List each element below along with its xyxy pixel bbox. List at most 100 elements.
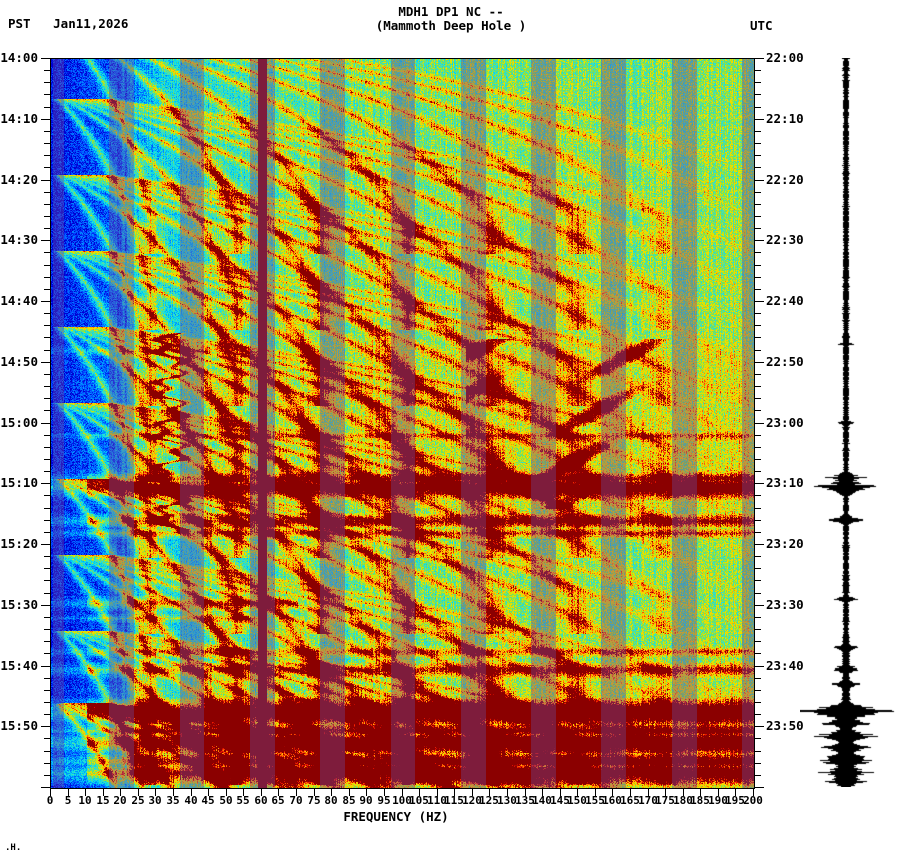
time-axis-minor-tick	[44, 337, 50, 338]
frequency-tick-label: 105	[409, 794, 429, 807]
time-axis-minor-tick	[44, 641, 50, 642]
time-axis-major-tick	[755, 362, 764, 363]
time-tick-label-utc: 22:30	[766, 232, 804, 248]
utc-label: UTC	[750, 18, 773, 33]
spectrogram-canvas[interactable]	[51, 59, 754, 788]
time-axis-minor-tick	[44, 386, 50, 387]
time-tick-label-pst: 14:50	[0, 353, 38, 369]
time-axis-minor-tick	[44, 107, 50, 108]
frequency-axis-tick	[665, 789, 666, 796]
frequency-tick-label: 150	[567, 794, 587, 807]
frequency-tick-label: 75	[307, 794, 321, 807]
frequency-tick-label: 140	[532, 794, 552, 807]
time-axis-minor-tick	[755, 471, 761, 472]
time-axis-major-tick	[755, 240, 764, 241]
time-axis-minor-tick	[44, 192, 50, 193]
frequency-axis-tick	[507, 789, 508, 796]
frequency-tick-label: 165	[620, 794, 640, 807]
time-axis-minor-tick	[44, 350, 50, 351]
time-axis-minor-tick	[44, 751, 50, 752]
time-axis-minor-tick	[44, 568, 50, 569]
time-axis-minor-tick	[755, 738, 761, 739]
time-axis-major-tick	[755, 666, 764, 667]
frequency-tick-label: 115	[444, 794, 464, 807]
frequency-axis-tick	[630, 789, 631, 796]
station-title: MDH1 DP1 NC --	[398, 4, 504, 19]
time-tick-label-pst: 15:10	[0, 475, 38, 491]
frequency-tick-label: 160	[602, 794, 622, 807]
time-axis-minor-tick	[755, 265, 761, 266]
frequency-tick-label: 185	[690, 794, 710, 807]
time-axis-minor-tick	[44, 653, 50, 654]
time-axis-minor-tick	[755, 94, 761, 95]
time-axis-major-tick	[41, 58, 50, 59]
time-axis-minor-tick	[755, 459, 761, 460]
time-axis-minor-tick	[755, 398, 761, 399]
frequency-tick-label: 15	[96, 794, 110, 807]
frequency-tick-label: 145	[550, 794, 570, 807]
frequency-tick-label: 200	[743, 794, 763, 807]
time-axis-major-tick	[755, 787, 764, 788]
time-axis-minor-tick	[44, 678, 50, 679]
spectrogram-plot[interactable]	[50, 58, 755, 789]
time-axis-major-tick	[41, 605, 50, 606]
time-axis-minor-tick	[755, 167, 761, 168]
time-tick-label-pst: 15:50	[0, 718, 38, 734]
time-axis-minor-tick	[44, 277, 50, 278]
time-axis-minor-tick	[755, 337, 761, 338]
time-axis-major-tick	[41, 483, 50, 484]
time-tick-label-utc: 23:00	[766, 414, 804, 430]
frequency-axis-tick	[296, 789, 297, 796]
time-axis-minor-tick	[44, 690, 50, 691]
frequency-axis-tick	[472, 789, 473, 796]
time-axis-minor-tick	[755, 641, 761, 642]
time-axis-minor-tick	[755, 568, 761, 569]
time-axis-major-tick	[755, 301, 764, 302]
frequency-axis-title: FREQUENCY (HZ)	[343, 809, 449, 824]
frequency-axis-tick	[700, 789, 701, 796]
time-axis-minor-tick	[755, 714, 761, 715]
time-axis-minor-tick	[755, 629, 761, 630]
frequency-tick-label: 180	[673, 794, 693, 807]
frequency-tick-label: 60	[254, 794, 268, 807]
time-axis-minor-tick	[44, 702, 50, 703]
time-axis-minor-tick	[44, 775, 50, 776]
time-axis-minor-tick	[44, 265, 50, 266]
seismogram-trace-panel	[800, 58, 900, 787]
time-axis-minor-tick	[44, 593, 50, 594]
time-axis-minor-tick	[44, 204, 50, 205]
frequency-axis-tick	[402, 789, 403, 796]
seismogram-trace-canvas	[800, 58, 900, 787]
frequency-tick-label: 40	[184, 794, 198, 807]
frequency-axis-tick	[419, 789, 420, 796]
time-axis-minor-tick	[755, 155, 761, 156]
time-axis-minor-tick	[755, 751, 761, 752]
time-axis-major-tick	[755, 605, 764, 606]
frequency-tick-label: 50	[219, 794, 233, 807]
time-tick-label-utc: 23:20	[766, 536, 804, 551]
frequency-axis-tick	[735, 789, 736, 796]
frequency-axis-tick	[85, 789, 86, 796]
time-axis-minor-tick	[44, 508, 50, 509]
time-axis-minor-tick	[755, 495, 761, 496]
frequency-axis-tick	[191, 789, 192, 796]
time-axis-minor-tick	[755, 252, 761, 253]
time-axis-minor-tick	[755, 143, 761, 144]
time-axis-minor-tick	[755, 702, 761, 703]
time-axis-minor-tick	[44, 289, 50, 290]
frequency-tick-label: 85	[342, 794, 356, 807]
frequency-tick-label: 10	[78, 794, 92, 807]
frequency-axis-tick	[226, 789, 227, 796]
time-tick-label-utc: 22:50	[766, 353, 804, 369]
time-axis-minor-tick	[755, 447, 761, 448]
time-axis-minor-tick	[755, 520, 761, 521]
frequency-axis-tick	[173, 789, 174, 796]
time-axis-major-tick	[755, 544, 764, 545]
time-axis-minor-tick	[755, 653, 761, 654]
time-tick-label-utc: 23:50	[766, 718, 804, 734]
time-axis-minor-tick	[44, 70, 50, 71]
time-tick-label-pst: 14:30	[0, 232, 38, 248]
time-axis-major-tick	[41, 726, 50, 727]
frequency-tick-label: 125	[479, 794, 499, 807]
